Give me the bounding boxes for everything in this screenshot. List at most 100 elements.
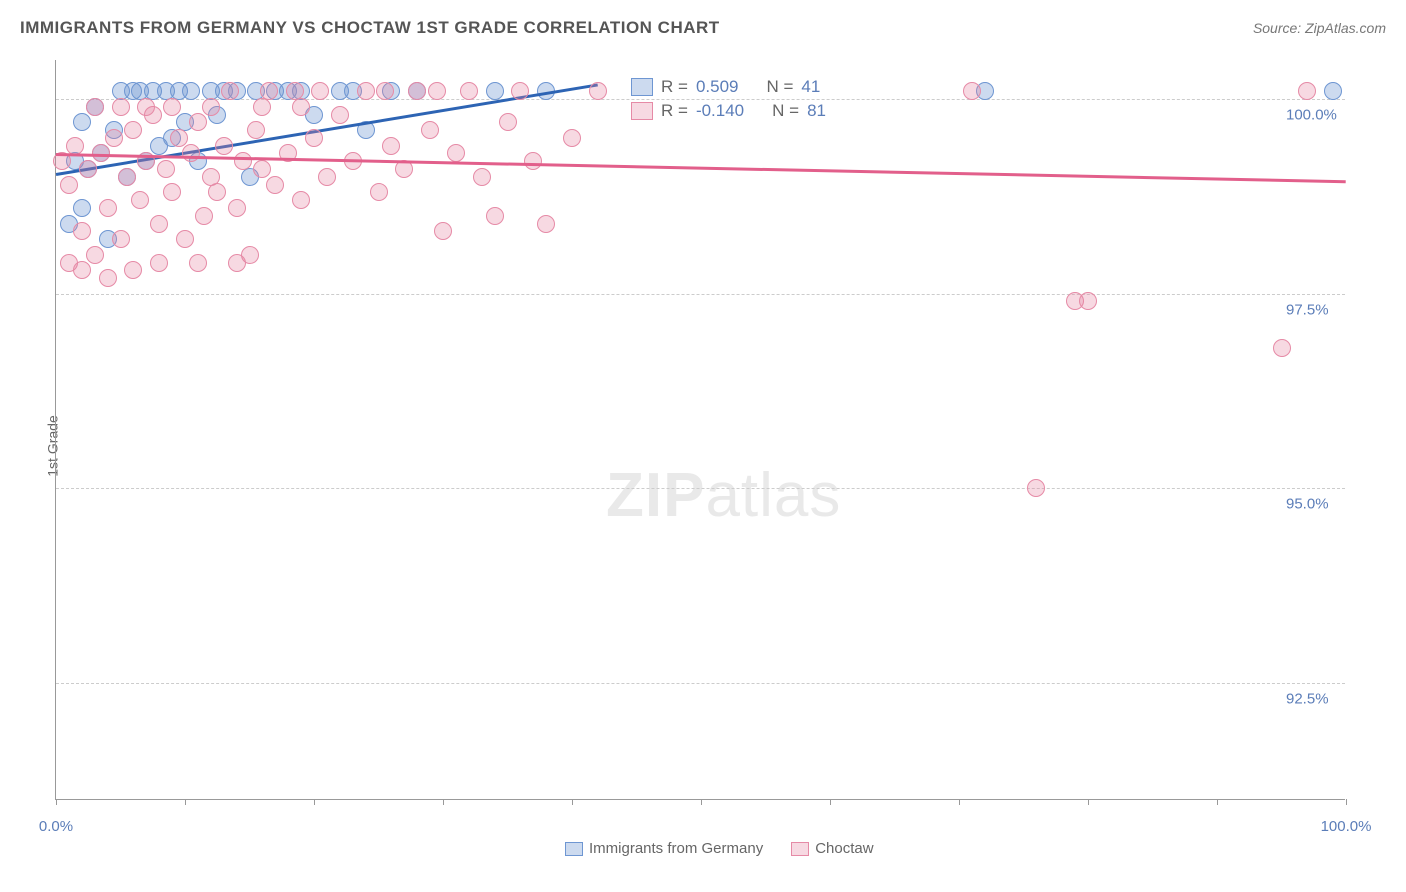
data-point xyxy=(60,176,78,194)
data-point xyxy=(292,191,310,209)
data-point xyxy=(137,98,155,116)
data-point xyxy=(1079,292,1097,310)
y-tick-label: 97.5% xyxy=(1286,301,1329,318)
data-point xyxy=(170,129,188,147)
data-point xyxy=(253,160,271,178)
legend-n-value: 81 xyxy=(807,101,826,121)
legend-swatch xyxy=(565,842,583,856)
gridline-horizontal xyxy=(56,294,1345,295)
data-point xyxy=(305,129,323,147)
data-point xyxy=(376,82,394,100)
gridline-horizontal xyxy=(56,99,1345,100)
data-point xyxy=(486,82,504,100)
data-point xyxy=(86,246,104,264)
data-point xyxy=(511,82,529,100)
scatter-plot-area: ZIPatlas R = 0.509 N = 41R = -0.140 N = 81… xyxy=(55,60,1345,800)
data-point xyxy=(73,261,91,279)
data-point xyxy=(195,207,213,225)
data-point xyxy=(99,199,117,217)
watermark-rest: atlas xyxy=(705,461,841,530)
data-point xyxy=(1027,479,1045,497)
y-tick-label: 100.0% xyxy=(1286,106,1337,123)
data-point xyxy=(318,168,336,186)
legend-stats-row: R = -0.140 N = 81 xyxy=(631,99,826,123)
data-point xyxy=(499,113,517,131)
data-point xyxy=(124,261,142,279)
data-point xyxy=(131,191,149,209)
data-point xyxy=(150,254,168,272)
legend-swatch xyxy=(631,78,653,96)
data-point xyxy=(563,129,581,147)
y-tick-label: 95.0% xyxy=(1286,496,1329,513)
data-point xyxy=(357,82,375,100)
legend-series-name: Choctaw xyxy=(815,840,873,857)
data-point xyxy=(124,121,142,139)
data-point xyxy=(266,176,284,194)
data-point xyxy=(150,215,168,233)
data-point xyxy=(486,207,504,225)
x-tick xyxy=(1088,799,1089,805)
legend-bottom: Immigrants from Germany Choctaw xyxy=(565,840,874,857)
data-point xyxy=(202,98,220,116)
legend-r-value: 0.509 xyxy=(696,77,739,97)
gridline-horizontal xyxy=(56,683,1345,684)
x-tick xyxy=(572,799,573,805)
data-point xyxy=(99,269,117,287)
data-point xyxy=(963,82,981,100)
x-tick xyxy=(1217,799,1218,805)
data-point xyxy=(434,222,452,240)
data-point xyxy=(589,82,607,100)
data-point xyxy=(292,98,310,116)
data-point xyxy=(460,82,478,100)
data-point xyxy=(189,254,207,272)
legend-item: Choctaw xyxy=(791,840,873,857)
data-point xyxy=(1273,339,1291,357)
x-tick-label: 100.0% xyxy=(1321,818,1372,835)
data-point xyxy=(73,199,91,217)
data-point xyxy=(524,152,542,170)
data-point xyxy=(1324,82,1342,100)
data-point xyxy=(370,183,388,201)
data-point xyxy=(331,106,349,124)
x-tick xyxy=(314,799,315,805)
data-point xyxy=(228,254,246,272)
data-point xyxy=(163,183,181,201)
data-point xyxy=(112,230,130,248)
data-point xyxy=(428,82,446,100)
data-point xyxy=(118,168,136,186)
data-point xyxy=(182,82,200,100)
data-point xyxy=(1298,82,1316,100)
legend-r-label: R = xyxy=(661,77,688,97)
data-point xyxy=(112,98,130,116)
data-point xyxy=(182,144,200,162)
data-point xyxy=(382,137,400,155)
data-point xyxy=(247,121,265,139)
data-point xyxy=(408,82,426,100)
legend-swatch xyxy=(791,842,809,856)
legend-r-value: -0.140 xyxy=(696,101,744,121)
x-tick xyxy=(959,799,960,805)
data-point xyxy=(421,121,439,139)
data-point xyxy=(163,98,181,116)
watermark-zip: ZIP xyxy=(606,461,705,530)
data-point xyxy=(86,98,104,116)
x-tick xyxy=(56,799,57,805)
x-tick xyxy=(1346,799,1347,805)
x-tick xyxy=(443,799,444,805)
legend-n-value: 41 xyxy=(801,77,820,97)
data-point xyxy=(79,160,97,178)
legend-item: Immigrants from Germany xyxy=(565,840,763,857)
legend-n-label: N = xyxy=(772,101,799,121)
data-point xyxy=(221,82,239,100)
data-point xyxy=(208,183,226,201)
data-point xyxy=(105,129,123,147)
data-point xyxy=(473,168,491,186)
chart-source: Source: ZipAtlas.com xyxy=(1253,20,1386,36)
data-point xyxy=(215,137,233,155)
x-tick xyxy=(701,799,702,805)
data-point xyxy=(234,152,252,170)
data-point xyxy=(447,144,465,162)
data-point xyxy=(73,222,91,240)
legend-r-label: R = xyxy=(661,101,688,121)
data-point xyxy=(66,137,84,155)
